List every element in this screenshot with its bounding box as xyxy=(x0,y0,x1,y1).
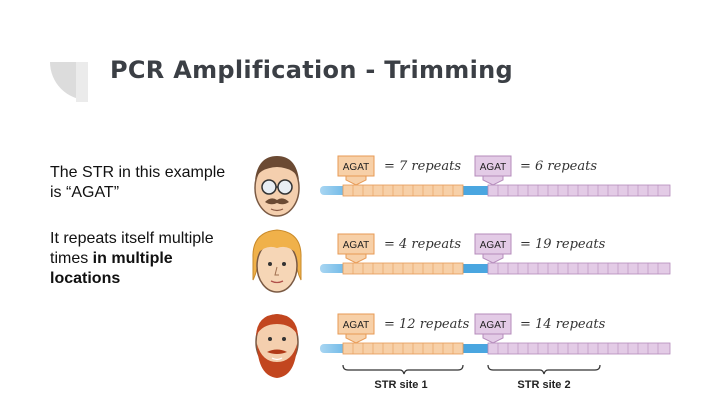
str-diagram: STR site 1 STR site 2 AGAT = 7 repeats AGA… xyxy=(252,155,671,391)
slide-title: PCR Amplification - Trimming xyxy=(110,56,513,84)
paragraph-str-example: The STR in this example is “AGAT” xyxy=(50,164,226,201)
agat-tag-label: AGAT xyxy=(480,162,506,173)
agat-tag-label: AGAT xyxy=(343,240,369,251)
paragraph-repeats-bold-in: in xyxy=(92,250,107,267)
agat-tag-label: AGAT xyxy=(480,240,506,251)
agat-tag-pointer xyxy=(345,175,367,186)
str-site-1-bracket xyxy=(342,364,464,375)
str-site-2-repeats xyxy=(487,342,671,355)
agat-tag-label: AGAT xyxy=(343,320,369,331)
person-glasses-mustache-icon xyxy=(254,156,300,217)
site-1-repeat-count: = 12 repeats xyxy=(384,317,470,332)
site-2-repeat-count: = 19 repeats xyxy=(520,237,606,252)
paragraph-repeats: It repeats itself multiple times in mult… xyxy=(50,229,230,289)
agat-tag-pointer xyxy=(345,333,367,344)
str-site-2-repeats xyxy=(487,184,671,197)
str-row: AGAT = 12 repeats AGAT = 14 repeats xyxy=(320,313,671,355)
agat-tag-pointer xyxy=(482,333,504,344)
site-2-repeat-count: = 14 repeats xyxy=(520,317,606,332)
site-1-repeat-count: = 4 repeats xyxy=(384,237,461,252)
agat-tag-pointer xyxy=(482,175,504,186)
str-site-1-label: STR site 1 xyxy=(374,379,427,391)
agat-tag-pointer xyxy=(482,253,504,264)
person-red-beard-icon xyxy=(255,314,299,378)
agat-tag-pointer xyxy=(345,253,367,264)
paragraph-repeats-text: It repeats itself multiple times xyxy=(50,230,214,267)
agat-tag-label: AGAT xyxy=(343,162,369,173)
site-2-repeat-count: = 6 repeats xyxy=(520,159,597,174)
str-site-2-label: STR site 2 xyxy=(517,379,570,391)
str-site-2-bracket xyxy=(487,364,601,375)
agat-tag-label: AGAT xyxy=(480,320,506,331)
paragraph-repeats-bold-locations: multiple locations xyxy=(50,250,173,287)
site-1-repeat-count: = 7 repeats xyxy=(384,159,461,174)
str-row: AGAT = 4 repeats AGAT = 19 repeats xyxy=(320,233,671,275)
person-blond-hair-icon xyxy=(252,229,302,293)
corner-decoration xyxy=(50,62,88,102)
str-site-2-repeats xyxy=(487,262,671,275)
str-row: AGAT = 7 repeats AGAT = 6 repeats xyxy=(320,155,671,197)
